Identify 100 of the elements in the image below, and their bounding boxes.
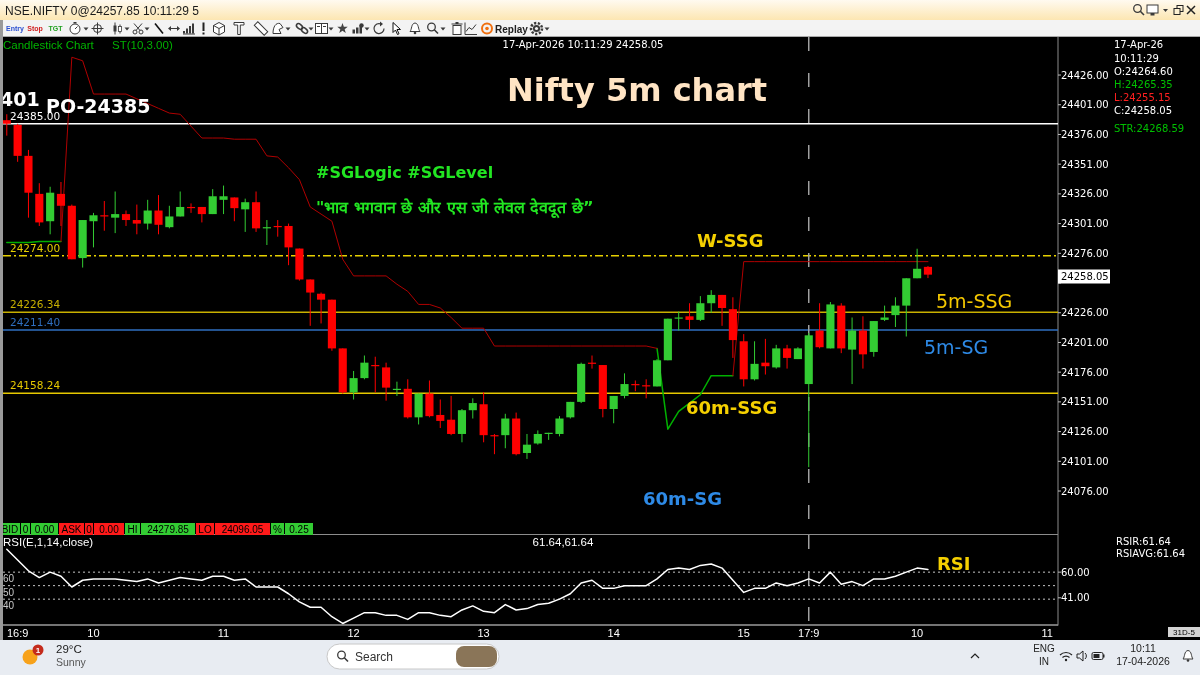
candlestick bbox=[132, 204, 141, 235]
annotation: 60m-SG bbox=[643, 488, 723, 509]
annotation: 24096.05 bbox=[221, 523, 264, 535]
annotation: 0.25 bbox=[289, 523, 310, 535]
text: NSE.NIFTY 0@24257.85 10:11:29 5 bbox=[5, 4, 200, 18]
ref-line-label: 40 bbox=[3, 600, 15, 612]
text: O:24264.60 bbox=[1114, 66, 1173, 77]
y-tick-label: 24076.00 bbox=[1061, 485, 1109, 497]
y-tick-label: 24401.00 bbox=[1061, 99, 1109, 111]
x-tick-label: 10 bbox=[87, 626, 100, 639]
text: L:24255.15 bbox=[1114, 92, 1171, 103]
candlestick bbox=[143, 199, 152, 231]
y-tick-label: 24326.00 bbox=[1061, 188, 1109, 200]
candlestick bbox=[349, 370, 358, 401]
y-tick-label: 24101.00 bbox=[1061, 455, 1109, 467]
candlestick bbox=[208, 188, 217, 215]
candlestick bbox=[772, 344, 781, 370]
text: ST(10,3.00) bbox=[112, 39, 173, 51]
candlestick bbox=[89, 212, 98, 248]
candlestick bbox=[382, 362, 391, 402]
ref-line-label: 24274.00 bbox=[10, 241, 61, 254]
x-tick-label: 11 bbox=[1041, 626, 1053, 639]
candlestick bbox=[717, 294, 727, 327]
annotation: RSI(E,1,14,close) bbox=[3, 536, 94, 548]
ref-line-label: 24158.24 bbox=[10, 379, 61, 392]
annotation: LO bbox=[198, 523, 212, 535]
candlestick bbox=[674, 311, 683, 332]
text: STR:24268.59 bbox=[1114, 123, 1185, 134]
candlestick bbox=[56, 181, 66, 227]
candlestick bbox=[425, 379, 434, 418]
candlestick bbox=[241, 198, 250, 233]
annotation: 0 bbox=[22, 523, 29, 535]
candlestick bbox=[891, 296, 900, 328]
candlestick bbox=[457, 408, 467, 443]
candlestick bbox=[501, 413, 510, 449]
candlestick bbox=[468, 397, 477, 420]
text: RSIAVG:61.64 bbox=[1116, 548, 1186, 559]
ref-line-label: 60 bbox=[3, 573, 15, 585]
candlestick bbox=[913, 248, 922, 279]
text: H:24265.35 bbox=[1114, 79, 1173, 90]
candlestick bbox=[555, 415, 564, 437]
annotation: 401 bbox=[0, 88, 40, 110]
x-tick-label: 12 bbox=[347, 626, 360, 639]
annotation: 5m-SSG bbox=[936, 290, 1013, 313]
text: 17-Apr-26 bbox=[1114, 39, 1164, 50]
annotation: 0.00 bbox=[99, 523, 120, 535]
candlestick bbox=[750, 340, 759, 381]
y-tick-label: 24301.00 bbox=[1061, 218, 1109, 230]
text: Replay bbox=[495, 24, 529, 35]
y-tick-label: 24426.00 bbox=[1061, 69, 1109, 81]
candlestick bbox=[447, 395, 456, 436]
annotation: 17-Apr-2026 10:11:29 24258.05 bbox=[502, 39, 664, 50]
annotation: 60m-SSG bbox=[686, 397, 778, 419]
candlestick bbox=[783, 344, 792, 370]
candlestick bbox=[609, 395, 618, 424]
candlestick bbox=[154, 194, 163, 235]
annotation: 5m-SG bbox=[924, 336, 989, 359]
text: 1 bbox=[35, 645, 41, 655]
y-tick-label: 24376.00 bbox=[1061, 128, 1109, 140]
x-tick-label: 10 bbox=[910, 626, 924, 639]
series-label: RSI bbox=[936, 553, 971, 575]
annotation: HI bbox=[127, 523, 138, 535]
y-tick-label: 24126.00 bbox=[1061, 426, 1109, 438]
annotation: ASK bbox=[61, 523, 82, 535]
y-tick-label: 24351.00 bbox=[1061, 158, 1109, 170]
x-tick-label: 11 bbox=[217, 626, 230, 639]
x-tick-label: 14 bbox=[607, 626, 620, 639]
x-tick-label: 15 bbox=[737, 626, 750, 639]
text: Search bbox=[355, 649, 394, 664]
text: ENG bbox=[1033, 643, 1056, 654]
annotation: % bbox=[273, 523, 283, 535]
y-tick-label: 24176.00 bbox=[1061, 366, 1109, 378]
annotation: 24279.85 bbox=[147, 523, 190, 535]
y-tick-label: 41.00 bbox=[1061, 592, 1090, 604]
y-tick-label: 24226.00 bbox=[1061, 307, 1109, 319]
candlestick bbox=[436, 399, 445, 429]
candlestick bbox=[230, 196, 239, 222]
candlestick bbox=[165, 205, 174, 229]
annotation: #SGLogic #SGLevel bbox=[316, 163, 494, 182]
candlestick bbox=[490, 433, 499, 455]
text: 10:11:29 bbox=[1114, 52, 1159, 64]
text: 17-04-2026 bbox=[1116, 655, 1171, 667]
ref-line-label: 50 bbox=[3, 586, 15, 598]
candlestick bbox=[360, 355, 369, 380]
candlestick bbox=[306, 278, 315, 327]
text: 31D-5 bbox=[1173, 628, 1196, 637]
candlestick bbox=[197, 206, 206, 223]
annotation: BID bbox=[1, 523, 19, 535]
candlestick bbox=[111, 191, 120, 234]
candlestick bbox=[685, 302, 694, 330]
candlestick bbox=[620, 372, 629, 399]
text: Nifty 5m chart bbox=[506, 71, 768, 109]
candlestick bbox=[176, 191, 185, 217]
y-tick-label: 24151.00 bbox=[1061, 396, 1109, 408]
text: RSIR:61.64 bbox=[1116, 536, 1171, 547]
candlestick bbox=[2, 113, 11, 137]
candlestick bbox=[414, 393, 423, 425]
annotation: W-SSG bbox=[697, 229, 764, 251]
y-tick-label: 24201.00 bbox=[1061, 336, 1109, 348]
y-tick-label: 60.00 bbox=[1061, 566, 1090, 578]
